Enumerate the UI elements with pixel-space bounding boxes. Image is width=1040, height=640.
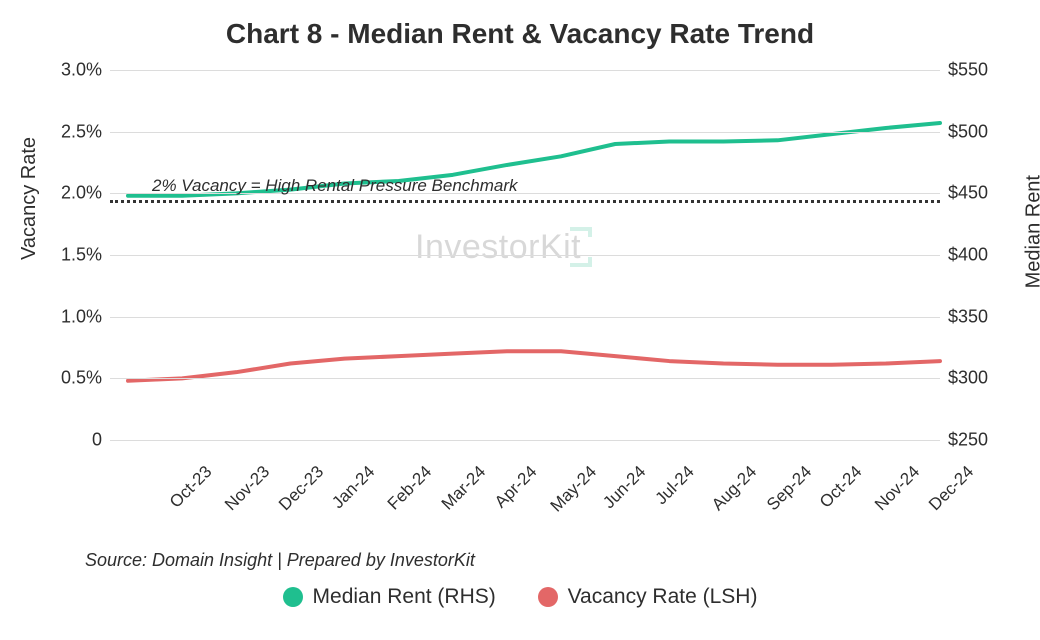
x-tick: Dec-23 <box>275 462 328 515</box>
source-text: Source: Domain Insight | Prepared by Inv… <box>85 550 475 571</box>
chart-container: Chart 8 - Median Rent & Vacancy Rate Tre… <box>0 0 1040 640</box>
x-tick: May-24 <box>547 462 601 516</box>
y-left-tick: 1.5% <box>42 245 102 266</box>
legend: Median Rent (RHS) Vacancy Rate (LSH) <box>0 585 1040 613</box>
x-tick: Aug-24 <box>708 462 761 515</box>
x-tick: Jun-24 <box>599 462 650 513</box>
legend-swatch-icon <box>283 587 303 607</box>
y-left-tick: 0.5% <box>42 368 102 389</box>
y-right-tick: $500 <box>948 121 1008 142</box>
y-left-tick: 2.5% <box>42 121 102 142</box>
x-tick: Jul-24 <box>652 462 699 509</box>
x-tick: Sep-24 <box>763 462 816 515</box>
x-tick: Apr-24 <box>491 462 541 512</box>
x-tick: Nov-23 <box>221 462 274 515</box>
benchmark-label: 2% Vacancy = High Rental Pressure Benchm… <box>152 176 518 196</box>
gridline <box>110 70 940 71</box>
y-right-axis-label: Median Rent <box>1022 175 1040 288</box>
y-left-tick: 1.0% <box>42 306 102 327</box>
gridline <box>110 378 940 379</box>
x-tick: Jan-24 <box>329 462 380 513</box>
legend-label: Vacancy Rate (LSH) <box>568 585 758 609</box>
y-right-tick: $350 <box>948 306 1008 327</box>
legend-swatch-icon <box>538 587 558 607</box>
y-left-axis-label: Vacancy Rate <box>18 137 41 260</box>
legend-item-vacancy-rate: Vacancy Rate (LSH) <box>538 585 758 609</box>
x-tick: Dec-24 <box>925 462 978 515</box>
y-right-tick: $300 <box>948 368 1008 389</box>
x-tick: Feb-24 <box>383 462 435 514</box>
x-tick: Mar-24 <box>437 462 489 514</box>
x-tick: Oct-23 <box>166 462 216 512</box>
gridline <box>110 132 940 133</box>
chart-title: Chart 8 - Median Rent & Vacancy Rate Tre… <box>0 18 1040 50</box>
benchmark-line <box>110 200 940 203</box>
y-left-tick: 3.0% <box>42 60 102 81</box>
y-left-tick: 0 <box>42 430 102 451</box>
gridline <box>110 317 940 318</box>
legend-label: Median Rent (RHS) <box>313 585 496 609</box>
y-right-tick: $550 <box>948 60 1008 81</box>
gridline <box>110 440 940 441</box>
gridline <box>110 255 940 256</box>
x-tick: Nov-24 <box>871 462 924 515</box>
legend-item-median-rent: Median Rent (RHS) <box>283 585 496 609</box>
series-line <box>128 351 940 381</box>
x-tick: Oct-24 <box>816 462 866 512</box>
y-left-tick: 2.0% <box>42 183 102 204</box>
y-right-tick: $250 <box>948 430 1008 451</box>
plot-area: InvestorKit 00.5%1.0%1.5%2.0%2.5%3.0%$25… <box>110 70 940 440</box>
y-right-tick: $450 <box>948 183 1008 204</box>
y-right-tick: $400 <box>948 245 1008 266</box>
